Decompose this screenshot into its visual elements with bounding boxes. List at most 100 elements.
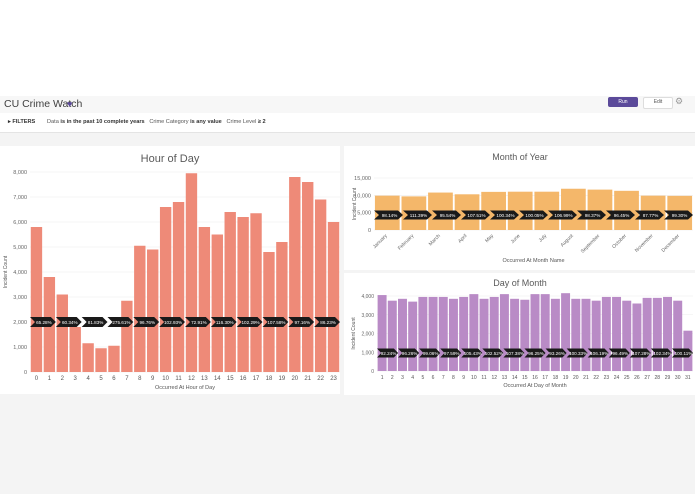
y-axis-label: Incident Count <box>352 187 358 220</box>
change-label: 100.05% <box>525 213 543 218</box>
change-arrow <box>503 348 525 358</box>
y-tick-label: 1,000 <box>361 350 374 356</box>
bar <box>591 300 601 371</box>
change-label: 105.43% <box>464 351 482 356</box>
x-tick-label: 27 <box>644 375 650 381</box>
change-arrow <box>566 348 588 358</box>
change-arrow <box>288 317 315 327</box>
change-label: 60.34% <box>62 320 78 325</box>
bar <box>224 212 236 372</box>
x-tick-label: 22 <box>593 375 599 381</box>
y-tick-label: 10,000 <box>354 193 371 199</box>
x-tick-label: 14 <box>512 375 518 381</box>
y-tick-label: 1,000 <box>13 345 27 351</box>
change-label: 275.61% <box>112 320 130 325</box>
x-tick-label: 13 <box>201 376 208 382</box>
change-label: 100.34% <box>496 213 514 218</box>
bar <box>601 296 611 371</box>
favorite-heart-icon[interactable]: ♥ <box>67 99 73 109</box>
bar <box>448 298 458 371</box>
change-label: 107.38% <box>506 351 524 356</box>
x-axis-label: Occurred At Month Name <box>502 258 564 264</box>
change-label: 96.45% <box>614 213 630 218</box>
bar <box>30 227 43 372</box>
gear-icon[interactable]: ⚙ <box>675 96 684 106</box>
x-tick-label: 16 <box>240 376 247 382</box>
y-tick-label: 7,000 <box>13 195 27 201</box>
bar <box>211 234 223 372</box>
bar <box>327 222 340 372</box>
chart-title: Day of Month <box>493 278 547 288</box>
x-tick-label: March <box>428 233 442 247</box>
bar <box>561 188 586 230</box>
y-tick-label: 6,000 <box>13 220 27 226</box>
change-label: 116.30% <box>216 320 234 325</box>
y-tick-label: 0 <box>371 369 374 375</box>
y-tick-label: 5,000 <box>357 211 371 217</box>
y-tick-label: 15,000 <box>354 176 371 182</box>
x-tick-label: 1 <box>48 376 52 382</box>
x-tick-label: 17 <box>542 375 548 381</box>
edit-button[interactable]: Edit <box>643 97 673 109</box>
x-axis-label: Occurred At Day of Month <box>503 383 566 389</box>
y-tick-label: 0 <box>368 228 371 234</box>
x-tick-label: 5 <box>421 375 424 381</box>
filters-label: FILTERS <box>12 119 36 125</box>
change-label: 96.49% <box>612 351 628 356</box>
filter-3-field: Crime Level <box>226 119 257 125</box>
y-tick-label: 0 <box>24 370 27 376</box>
x-tick-label: 25 <box>624 375 630 381</box>
bar <box>185 173 198 372</box>
x-tick-label: June <box>510 233 522 245</box>
x-tick-label: 11 <box>175 376 182 382</box>
change-label: 96.25% <box>528 351 544 356</box>
change-arrow <box>548 210 577 220</box>
x-tick-label: 8 <box>138 376 142 382</box>
bar <box>134 245 146 372</box>
filter-summary[interactable]: Data is in the past 10 complete years Cr… <box>47 119 266 125</box>
change-arrow <box>524 348 546 358</box>
x-tick-label: 2 <box>61 376 65 382</box>
x-tick-label: 10 <box>162 376 169 382</box>
x-tick-label: September <box>580 233 602 255</box>
x-tick-label: 9 <box>462 375 465 381</box>
change-label: 65.28% <box>36 320 52 325</box>
change-arrow <box>419 348 441 358</box>
hour-of-day-chart: Hour of Day 0 1,000 2,000 3,000 4,000 5,000 6,0… <box>3 153 340 391</box>
run-button[interactable]: Run <box>608 97 638 107</box>
change-label: 106.19% <box>590 351 608 356</box>
bar <box>489 296 499 371</box>
bar <box>479 298 489 371</box>
x-tick-label: 2 <box>391 375 394 381</box>
change-label: 86.23% <box>320 320 336 325</box>
filter-2-value: is any value <box>190 119 222 125</box>
x-tick-label: 22 <box>317 376 324 382</box>
bar <box>510 298 520 371</box>
bar <box>377 295 387 371</box>
y-tick-label: 4,000 <box>361 294 374 300</box>
filter-bar: ▸ FILTERS Data is in the past 10 complet… <box>0 114 695 133</box>
change-label: 107.58% <box>267 320 285 325</box>
x-tick-label: May <box>484 233 495 244</box>
x-tick-label: 3 <box>401 375 404 381</box>
bar <box>302 182 314 372</box>
x-tick-label: 7 <box>442 375 445 381</box>
change-label: 102.52% <box>485 351 503 356</box>
change-arrow <box>629 348 651 358</box>
filters-toggle[interactable]: ▸ FILTERS <box>8 119 35 125</box>
change-arrow <box>587 348 609 358</box>
x-tick-label: 10 <box>471 375 477 381</box>
change-arrow <box>432 210 461 220</box>
y-tick-label: 3,000 <box>13 295 27 301</box>
month-of-year-chart: Month of Year 0 5,000 10,000 15,000 Incident … <box>352 152 693 264</box>
x-tick-label: 12 <box>188 376 195 382</box>
x-tick-label: 21 <box>583 375 589 381</box>
x-tick-label: 15 <box>227 376 234 382</box>
change-label: 72.91% <box>191 320 207 325</box>
hour-of-day-tile: Hour of Day 0 1,000 2,000 3,000 4,000 5,000 6,0… <box>0 146 340 394</box>
y-tick-label: 3,000 <box>361 313 374 319</box>
x-tick-label: 6 <box>432 375 435 381</box>
change-label: 102.34% <box>653 351 671 356</box>
x-tick-label: July <box>538 233 549 244</box>
bar <box>56 294 68 372</box>
